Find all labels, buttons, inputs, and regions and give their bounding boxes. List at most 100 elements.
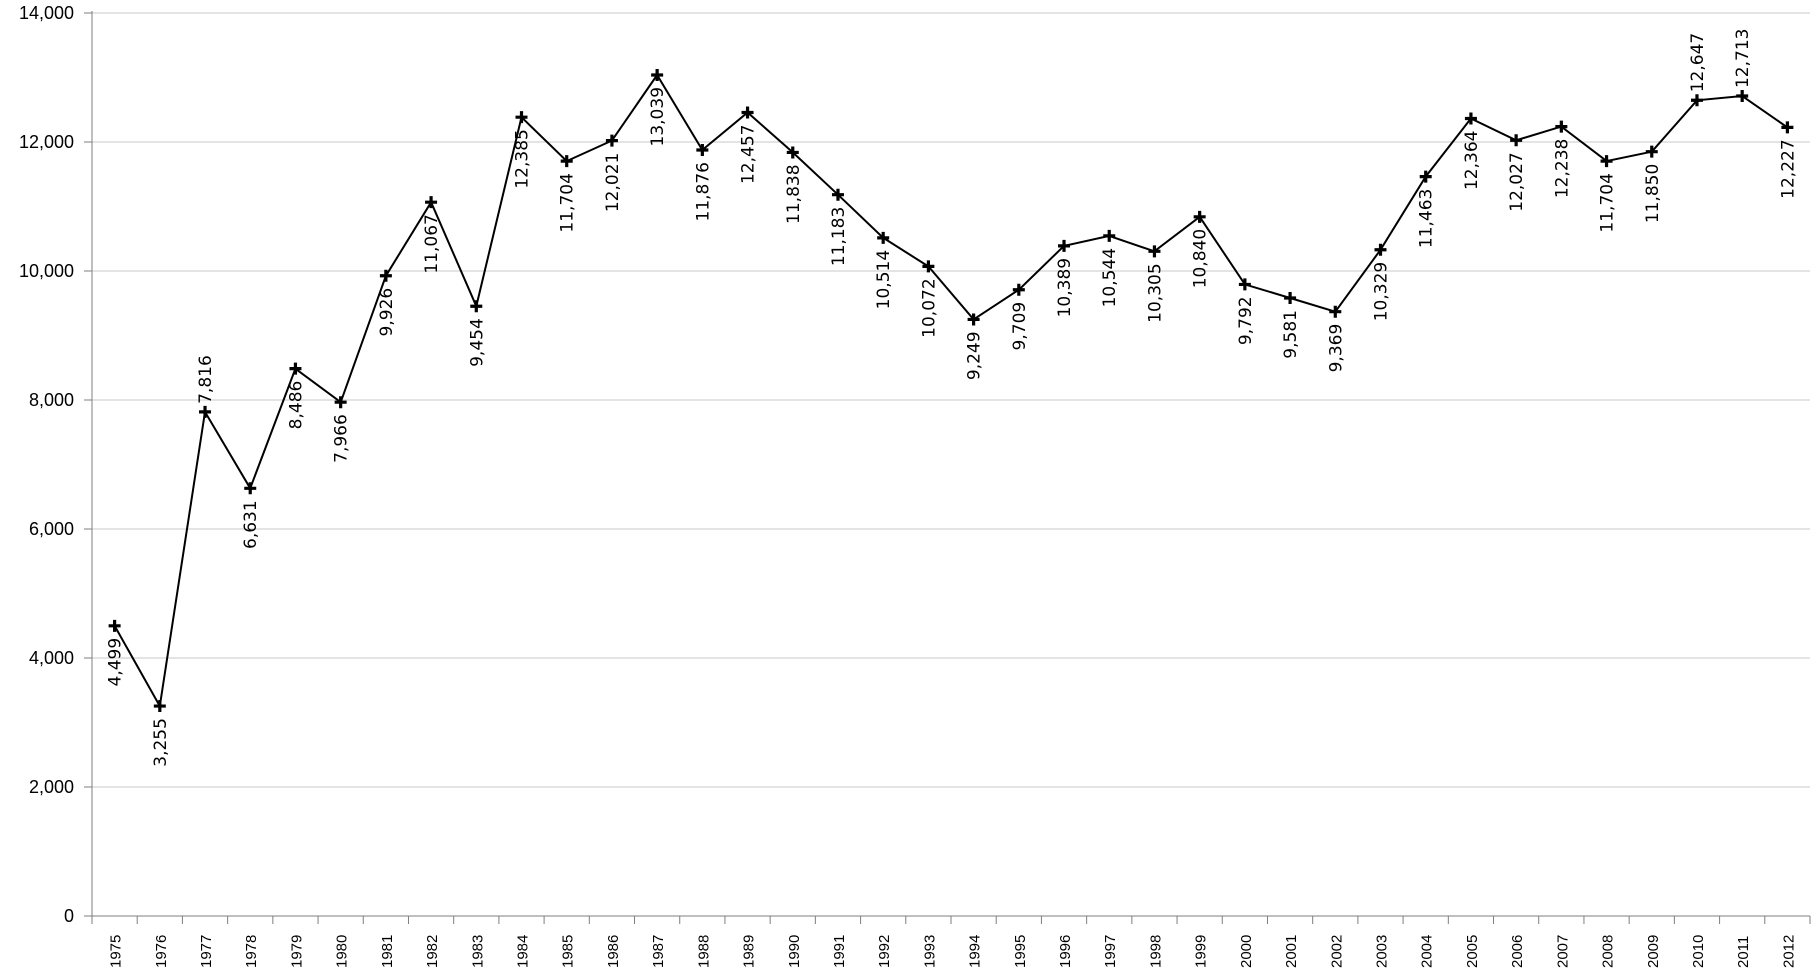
data-label: 9,926: [377, 288, 397, 337]
data-point-marker: [108, 619, 121, 632]
y-tick-label: 8,000: [29, 390, 74, 410]
x-tick-label: 2001: [1283, 935, 1300, 968]
data-label: 7,966: [332, 414, 352, 463]
x-tick-label: 1991: [831, 935, 848, 968]
x-tick-label: 2004: [1419, 935, 1436, 968]
data-point-marker: [153, 700, 166, 713]
x-tick-label: 2009: [1645, 935, 1662, 968]
data-point-marker: [560, 155, 573, 168]
x-tick-label: 1989: [741, 935, 758, 968]
x-tick-label: 2008: [1600, 935, 1617, 968]
data-label: 9,709: [1010, 302, 1030, 351]
data-point-marker: [1555, 120, 1568, 133]
x-tick-label: 2010: [1690, 935, 1707, 968]
data-label: 12,457: [739, 125, 759, 184]
x-tick-label: 1992: [876, 935, 893, 968]
data-label: 10,072: [919, 278, 939, 337]
x-tick-label: 1978: [243, 935, 260, 968]
data-label: 12,364: [1462, 131, 1482, 190]
data-labels: 4,499 3,255 7,816 6,631 8,486 7,966 9,926 11,06…: [106, 29, 1799, 767]
data-label: 9,369: [1326, 324, 1346, 373]
y-axis-tick-labels: 0 2,000 4,000 6,000 8,000 10,000 12,000 14,000: [19, 3, 74, 926]
data-point-marker: [1193, 210, 1206, 223]
data-label: 9,581: [1281, 310, 1301, 359]
x-tick-label: 1983: [469, 935, 486, 968]
axes: [84, 11, 1811, 924]
x-tick-label: 2000: [1238, 935, 1255, 968]
y-tick-label: 12,000: [19, 132, 74, 152]
x-tick-label: 1998: [1147, 935, 1164, 968]
data-point-marker: [1464, 112, 1477, 125]
data-point-marker: [1690, 94, 1703, 107]
data-label: 3,255: [151, 718, 171, 767]
gridlines: [92, 12, 1810, 788]
x-tick-label: 1990: [786, 935, 803, 968]
data-point-marker: [831, 188, 844, 201]
x-tick-label: 1984: [515, 935, 532, 968]
x-tick-label: 2006: [1509, 935, 1526, 968]
x-tick-label: 1996: [1057, 935, 1074, 968]
data-point-marker: [1148, 245, 1161, 258]
data-label: 11,183: [829, 207, 849, 266]
data-label: 12,238: [1552, 139, 1572, 198]
data-point-marker: [199, 405, 212, 418]
data-point-marker: [1781, 121, 1794, 134]
x-tick-label: 2012: [1780, 935, 1797, 968]
data-label: 12,021: [603, 153, 623, 212]
data-point-marker: [1419, 170, 1432, 183]
data-point-marker: [1238, 278, 1251, 291]
series: [108, 68, 1794, 713]
data-point-marker: [1374, 243, 1387, 256]
x-tick-label: 2005: [1464, 935, 1481, 968]
data-label: 10,329: [1372, 262, 1392, 321]
x-tick-label: 2011: [1735, 936, 1752, 968]
data-label: 11,704: [558, 173, 578, 232]
x-tick-label: 1999: [1193, 935, 1210, 968]
data-label: 9,249: [965, 331, 985, 380]
x-tick-label: 1997: [1102, 935, 1119, 968]
data-label: 10,305: [1145, 263, 1165, 322]
data-point-marker: [967, 313, 980, 326]
x-tick-label: 1988: [695, 935, 712, 968]
x-tick-label: 1985: [560, 935, 577, 968]
x-axis-tick-labels: 1975 1976 1977 1978 1979 1980 1981 1982 1983 1984…: [108, 935, 1798, 968]
data-label: 10,389: [1055, 258, 1075, 317]
x-tick-label: 2003: [1374, 935, 1391, 968]
data-point-marker: [651, 68, 664, 81]
x-tick-label: 1976: [153, 935, 170, 968]
data-label: 10,544: [1100, 248, 1120, 307]
data-label: 8,486: [286, 381, 306, 430]
x-tick-label: 2002: [1328, 935, 1345, 968]
data-label: 11,463: [1417, 189, 1437, 248]
x-tick-label: 1995: [1012, 935, 1029, 968]
data-label: 11,067: [422, 214, 442, 273]
x-tick-label: 2007: [1554, 935, 1571, 968]
data-point-marker: [334, 396, 347, 409]
data-label: 9,454: [467, 318, 487, 367]
data-point-marker: [1600, 155, 1613, 168]
data-label: 12,647: [1688, 33, 1708, 92]
data-point-marker: [1510, 134, 1523, 147]
x-tick-label: 1993: [921, 935, 938, 968]
data-point-marker: [1058, 239, 1071, 252]
data-point-marker: [605, 134, 618, 147]
series-line: [113, 73, 1788, 710]
data-point-marker: [244, 482, 257, 495]
data-label: 9,792: [1236, 296, 1256, 345]
data-point-marker: [1284, 292, 1297, 305]
data-label: 7,816: [196, 355, 216, 404]
x-tick-label: 1981: [379, 935, 396, 968]
y-tick-label: 2,000: [29, 777, 74, 797]
data-point-marker: [922, 260, 935, 273]
data-point-marker: [425, 196, 438, 209]
data-label: 11,838: [784, 164, 804, 223]
x-tick-label: 1980: [334, 935, 351, 968]
data-label: 6,631: [241, 500, 261, 549]
data-point-marker: [1329, 305, 1342, 318]
data-point-marker: [1645, 145, 1658, 158]
data-label: 12,385: [513, 129, 533, 188]
data-point-marker: [877, 231, 890, 244]
data-label: 12,027: [1507, 152, 1527, 211]
data-label: 4,499: [106, 638, 126, 687]
data-label: 13,039: [648, 87, 668, 146]
